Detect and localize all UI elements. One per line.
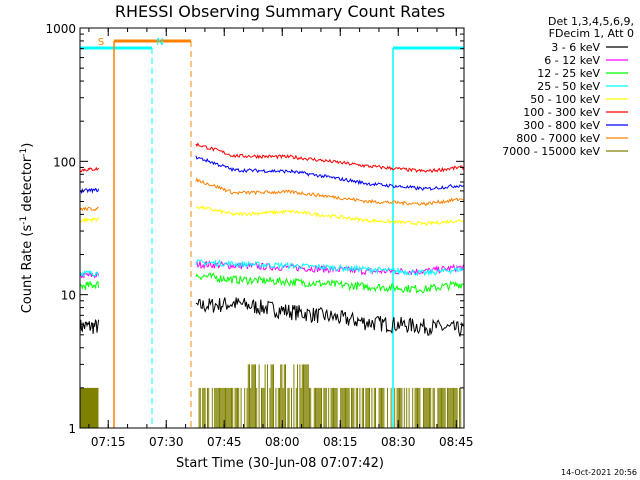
series-3-6-kev-line-2 [195, 297, 465, 337]
series-100-300-kev-line-1 [79, 166, 99, 173]
y-tick-label-10: 10 [61, 289, 76, 303]
x-axis-label: Start Time (30-Jun-08 07:07:42) [176, 456, 384, 471]
legend: Det 1,3,4,5,6,9,FDecim 1, Att 03 - 6 keV… [502, 15, 634, 158]
legend-header-2: FDecim 1, Att 0 [549, 27, 634, 40]
y-axis-label-part1: Count Rate (s [20, 225, 35, 314]
y-tick-label-100: 100 [53, 155, 76, 169]
x-tick-label-0745: 07:45 [207, 435, 242, 449]
generation-timestamp: 14-Oct-2021 20:56 [561, 468, 637, 477]
y-axis-label-part3: ) [20, 143, 35, 148]
series-group [79, 142, 465, 337]
legend-label-800-7000-kev: 800 - 7000 keV [516, 132, 600, 145]
x-tick-label-0815: 08:15 [323, 435, 358, 449]
legend-label-3-6-kev: 3 - 6 keV [551, 41, 600, 54]
series-300-800-kev-line-2 [195, 155, 465, 192]
legend-label-300-800-kev: 300 - 800 keV [523, 119, 600, 132]
series-800-7000-kev-line-1 [79, 206, 99, 212]
series-50-100-kev-line-1 [79, 216, 100, 224]
legend-header-1: Det 1,3,4,5,6,9, [548, 15, 634, 28]
y-tick-label-1000: 1000 [45, 22, 76, 36]
series-100-300-kev-line-2 [195, 142, 465, 174]
y-axis-label-part2: detector [20, 156, 35, 216]
x-tick-label-0845: 08:45 [439, 435, 474, 449]
series-12-25-kev-line-1 [79, 280, 100, 291]
y-axis-label-exp2: -1 [19, 148, 29, 157]
y-tick-label-1: 1 [68, 422, 76, 436]
x-tick-label-0715: 07:15 [91, 435, 126, 449]
plot-frame [79, 27, 465, 429]
series-12-25-kev-line-2 [195, 272, 465, 294]
x-tick-label-0800: 08:00 [265, 435, 300, 449]
annotation-n: N [156, 37, 163, 48]
series-300-800-kev-line-1 [79, 187, 100, 195]
legend-label-100-300-kev: 100 - 300 keV [523, 106, 600, 119]
legend-label-12-25-kev: 12 - 25 keV [537, 67, 600, 80]
legend-label-7000-15000-kev: 7000 - 15000 keV [502, 145, 600, 158]
series-800-7000-kev-line-2 [195, 177, 465, 207]
x-tick-label-0830: 08:30 [381, 435, 416, 449]
annotation-s: S [98, 37, 104, 48]
series-25-50-kev-line-1 [79, 270, 100, 277]
legend-label-25-50-kev: 25 - 50 keV [537, 80, 600, 93]
x-tick-label-0730: 07:30 [149, 435, 184, 449]
series-7000-15000-kev-bars [80, 364, 462, 428]
y-axis-label-exp1: -1 [19, 216, 29, 225]
chart-title: RHESSI Observing Summary Count Rates [115, 2, 445, 21]
series-50-100-kev-line-2 [195, 204, 465, 226]
legend-label-6-12-kev: 6 - 12 keV [544, 54, 600, 67]
legend-label-50-100-kev: 50 - 100 keV [530, 93, 600, 106]
axis-ticks: 1 10 100 1000 07:15 07:30 07:45 08:00 08:15 08:30… [45, 22, 473, 449]
y-axis-label: Count Rate (s-1 detector-1) [19, 143, 35, 314]
series-3-6-kev-line-1 [79, 319, 100, 335]
series-25-50-kev-line-2 [195, 259, 465, 277]
